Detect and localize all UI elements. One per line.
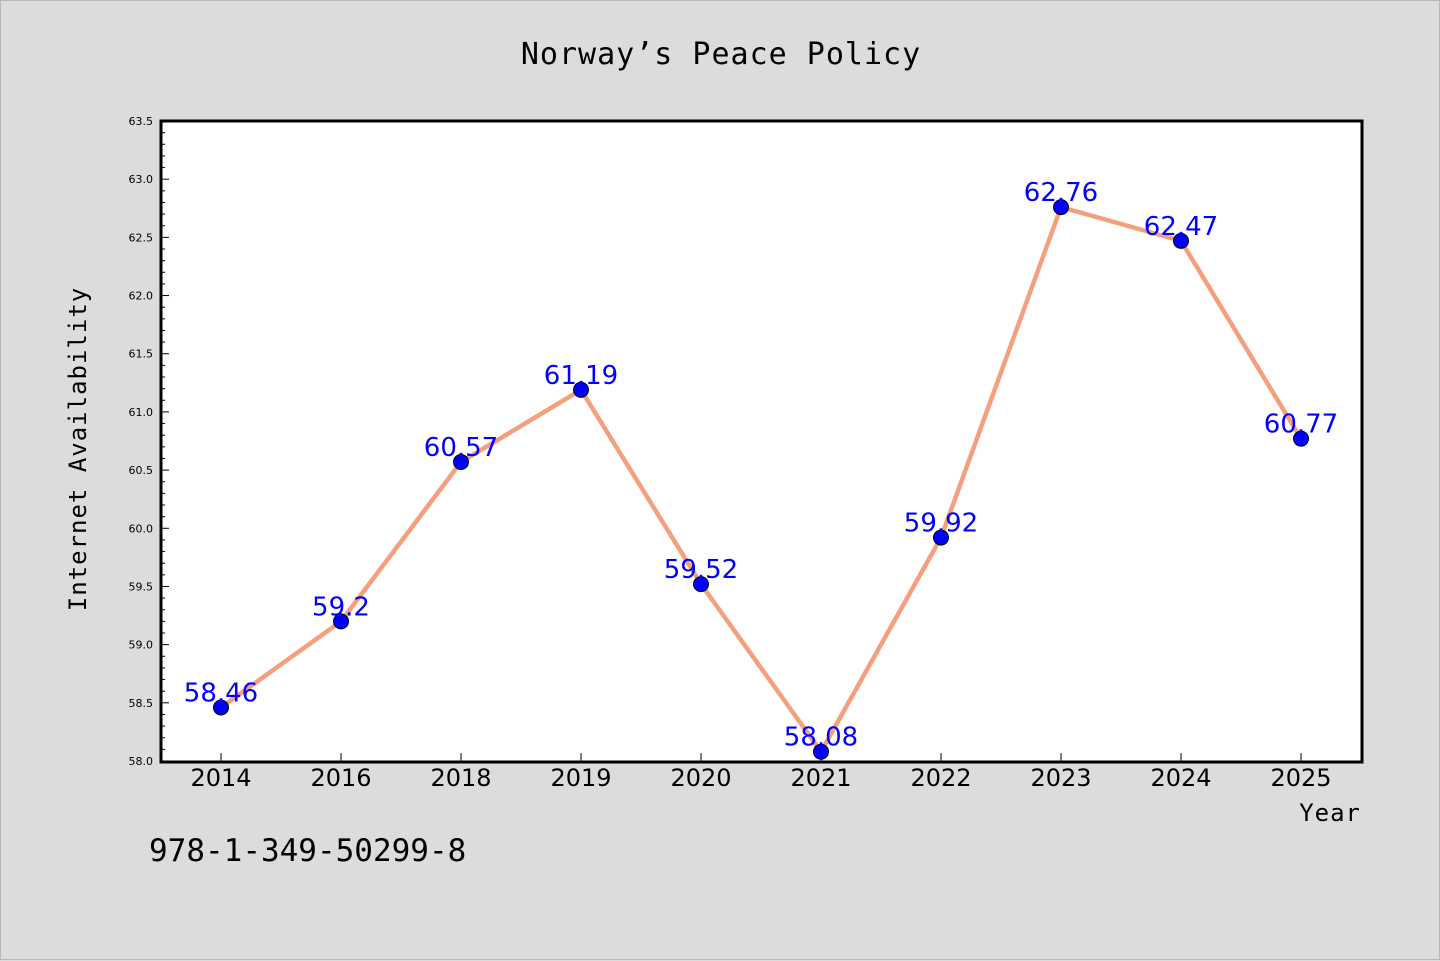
data-point bbox=[333, 613, 349, 630]
data-label: 60.77 bbox=[1264, 410, 1338, 440]
data-label: 59.92 bbox=[904, 509, 978, 539]
data-label: 60.57 bbox=[424, 433, 498, 463]
x-tick-label: 2025 bbox=[1270, 764, 1331, 792]
data-label: 61.19 bbox=[544, 361, 618, 391]
data-labels: 58.46 59.2 60.57 61.19 59.52 58.08 59.92 62.76 6… bbox=[184, 178, 1338, 753]
x-tick-label: 2016 bbox=[310, 764, 371, 792]
y-tick-label: 61.5 bbox=[129, 348, 154, 361]
y-tick-label: 58.5 bbox=[129, 697, 154, 710]
x-axis: 2014 2016 2018 2019 2020 2021 2022 2023 2024 2025 bbox=[190, 753, 1332, 792]
x-axis-label: Year bbox=[1299, 799, 1361, 827]
data-point bbox=[573, 381, 589, 398]
y-axis: 58.0 58.5 59.0 59.5 60.0 60.5 61.0 61.5 62.0 62.5… bbox=[129, 115, 169, 768]
data-label: 62.76 bbox=[1024, 178, 1098, 208]
x-tick-label: 2022 bbox=[910, 764, 971, 792]
x-tick-label: 2021 bbox=[790, 764, 851, 792]
x-tick-label: 2024 bbox=[1150, 764, 1211, 792]
data-label: 59.52 bbox=[664, 555, 738, 585]
data-label: 62.47 bbox=[1144, 212, 1218, 242]
data-point bbox=[213, 699, 229, 716]
y-tick-label: 59.0 bbox=[129, 639, 154, 652]
x-tick-label: 2014 bbox=[190, 764, 251, 792]
series-line bbox=[219, 204, 1303, 754]
data-point bbox=[813, 743, 829, 760]
data-point bbox=[933, 529, 949, 546]
data-point bbox=[453, 453, 469, 470]
data-label: 59.2 bbox=[312, 592, 370, 622]
y-tick-label: 62.0 bbox=[129, 290, 154, 303]
y-tick-label: 60.5 bbox=[129, 464, 154, 477]
plot-area bbox=[159, 119, 1364, 764]
chart-title: Norway’s Peace Policy bbox=[520, 37, 922, 72]
data-point bbox=[1293, 430, 1309, 447]
footer-isbn: 978-1-349-50299-8 bbox=[149, 833, 467, 869]
y-tick-label: 62.5 bbox=[129, 231, 154, 244]
data-label: 58.46 bbox=[184, 678, 258, 708]
data-point bbox=[1173, 232, 1189, 249]
y-tick-label: 58.0 bbox=[129, 755, 154, 768]
y-tick-label: 63.5 bbox=[129, 115, 154, 128]
series-markers bbox=[213, 199, 1309, 760]
y-tick-label: 60.0 bbox=[129, 522, 154, 535]
data-label: 58.08 bbox=[784, 723, 858, 753]
x-tick-label: 2018 bbox=[430, 764, 491, 792]
data-point bbox=[693, 576, 709, 593]
y-tick-label: 61.0 bbox=[129, 406, 154, 419]
y-tick-label: 59.5 bbox=[129, 580, 154, 593]
y-axis-label: Internet Availability bbox=[64, 287, 92, 611]
x-tick-label: 2023 bbox=[1030, 764, 1091, 792]
x-tick-label: 2019 bbox=[550, 764, 611, 792]
x-tick-label: 2020 bbox=[670, 764, 731, 792]
y-tick-label: 63.0 bbox=[129, 173, 154, 186]
data-point bbox=[1053, 199, 1069, 216]
